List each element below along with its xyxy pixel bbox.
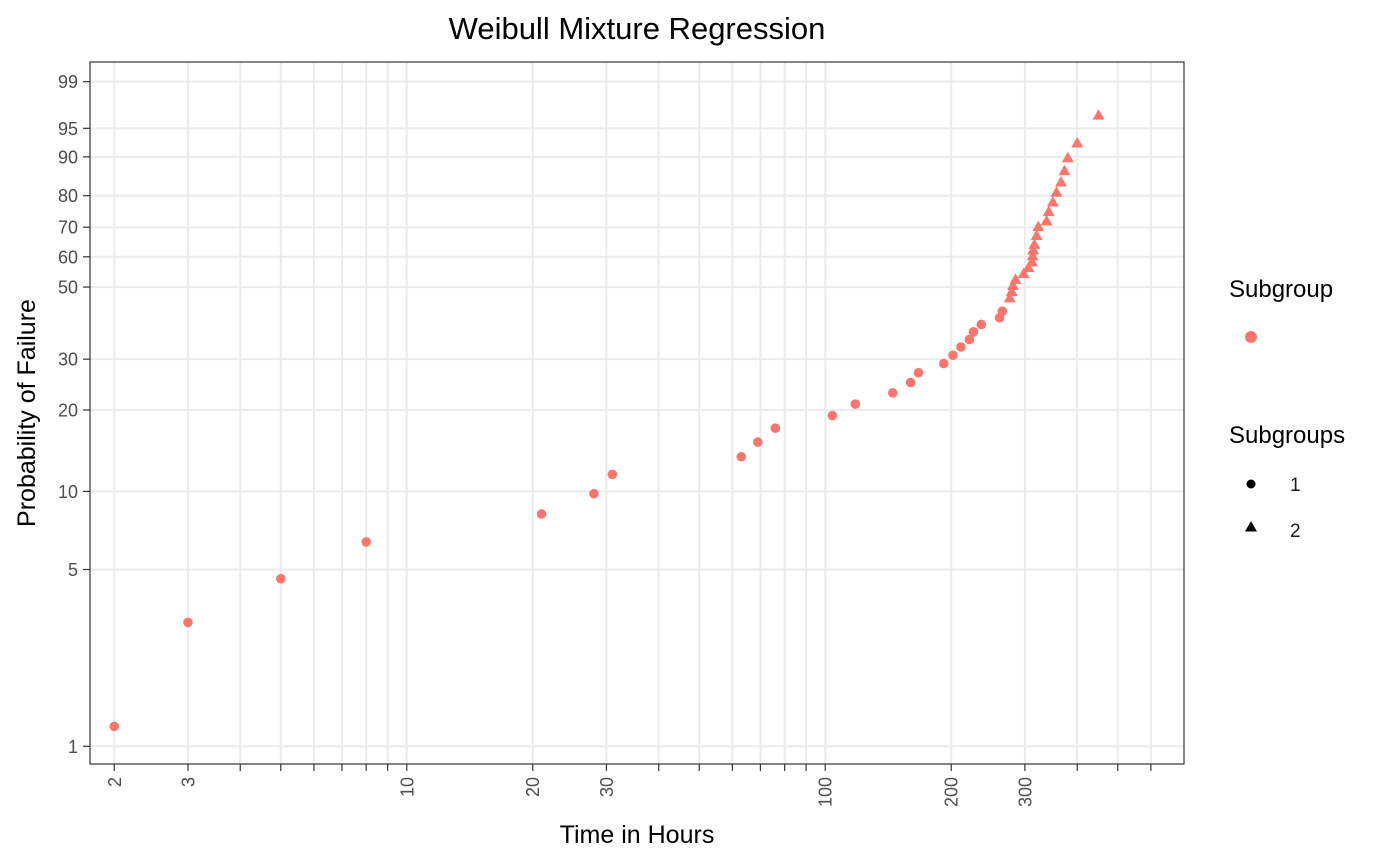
data-points <box>109 109 1105 732</box>
y-tick-label: 70 <box>58 218 78 238</box>
x-tick-label: 3 <box>178 777 198 787</box>
data-point-triangle <box>1055 175 1068 187</box>
data-point-triangle <box>1022 261 1035 273</box>
data-point-triangle <box>1007 279 1020 291</box>
data-point-circle <box>752 437 763 447</box>
data-point-circle <box>913 367 924 378</box>
data-point-triangle <box>1027 244 1040 255</box>
y-tick-label: 90 <box>58 147 78 167</box>
legend-title-subgroups: Subgroups <box>1229 422 1345 449</box>
data-point-triangle <box>1042 205 1055 217</box>
data-point-circle <box>956 342 966 352</box>
data-point-circle <box>109 721 120 732</box>
data-point-circle <box>183 617 193 628</box>
x-tick-label: 300 <box>1015 777 1035 807</box>
data-point-triangle <box>1005 285 1018 296</box>
data-point-circle <box>948 350 958 361</box>
data-point-triangle <box>1003 291 1016 303</box>
x-tick-label: 10 <box>397 777 417 797</box>
data-point-circle <box>938 358 949 369</box>
legend-key-subgroup <box>1245 331 1257 343</box>
data-point-circle <box>827 410 838 421</box>
axes: 1 5 10 20 30 50 60 70 80 90 95 99 2 3 10 20 30 100 200 300 <box>58 72 1152 807</box>
data-point-circle <box>905 377 916 388</box>
legend: Subgroup Subgroups 1 2 <box>1229 276 1345 542</box>
plot-panel-background <box>90 62 1184 764</box>
data-point-circle <box>589 488 599 499</box>
y-tick-label: 50 <box>58 278 78 298</box>
gridlines <box>90 62 1184 764</box>
x-tick-label: 30 <box>597 777 617 797</box>
x-tick-label: 200 <box>942 777 962 807</box>
x-tick-label: 2 <box>105 777 125 787</box>
data-point-triangle <box>1009 273 1022 284</box>
data-point-triangle <box>1061 151 1074 163</box>
legend-label-1: 1 <box>1290 475 1301 496</box>
data-point-triangle <box>1092 109 1105 120</box>
data-point-circle <box>968 327 979 337</box>
data-point-triangle <box>1017 267 1030 279</box>
data-point-circle <box>964 334 975 345</box>
legend-label-2: 2 <box>1290 521 1301 542</box>
plot-panel-border <box>89 61 1185 765</box>
y-axis-title: Probability of Failure <box>13 299 41 527</box>
data-point-circle <box>850 399 861 409</box>
data-point-triangle <box>1046 196 1059 207</box>
data-point-circle <box>736 451 747 462</box>
data-point-triangle <box>1040 214 1053 226</box>
x-axis-title: Time in Hours <box>560 821 715 849</box>
data-point-circle <box>361 537 372 547</box>
y-tick-label: 20 <box>58 401 78 421</box>
data-point-circle <box>770 423 781 433</box>
x-tick-label: 20 <box>523 777 543 797</box>
data-point-circle <box>607 469 618 480</box>
y-tick-label: 30 <box>58 350 78 370</box>
y-tick-label: 10 <box>58 482 78 502</box>
data-point-triangle <box>1050 186 1063 197</box>
data-point-circle <box>275 573 286 584</box>
data-point-triangle <box>1030 229 1043 241</box>
data-point-triangle <box>1032 220 1045 232</box>
data-point-triangle <box>1028 238 1041 249</box>
legend-title-subgroup: Subgroup <box>1229 276 1333 303</box>
data-point-triangle <box>1058 164 1071 176</box>
y-tick-label: 60 <box>58 247 78 267</box>
data-point-triangle <box>1026 249 1039 261</box>
data-point-circle <box>536 509 547 519</box>
y-tick-label: 80 <box>58 186 78 206</box>
x-tick-label: 100 <box>816 777 836 807</box>
chart-title: Weibull Mixture Regression <box>449 11 826 46</box>
y-tick-label: 5 <box>68 560 78 580</box>
data-point-circle <box>976 319 987 330</box>
data-point-circle <box>887 388 898 398</box>
data-point-triangle <box>1026 255 1039 267</box>
y-tick-label: 1 <box>68 737 78 757</box>
y-tick-label: 99 <box>58 72 78 92</box>
data-point-circle <box>997 306 1008 316</box>
legend-key-circle <box>1246 479 1256 489</box>
y-tick-label: 95 <box>58 119 78 139</box>
data-point-triangle <box>1071 136 1084 148</box>
legend-key-triangle <box>1245 521 1257 532</box>
